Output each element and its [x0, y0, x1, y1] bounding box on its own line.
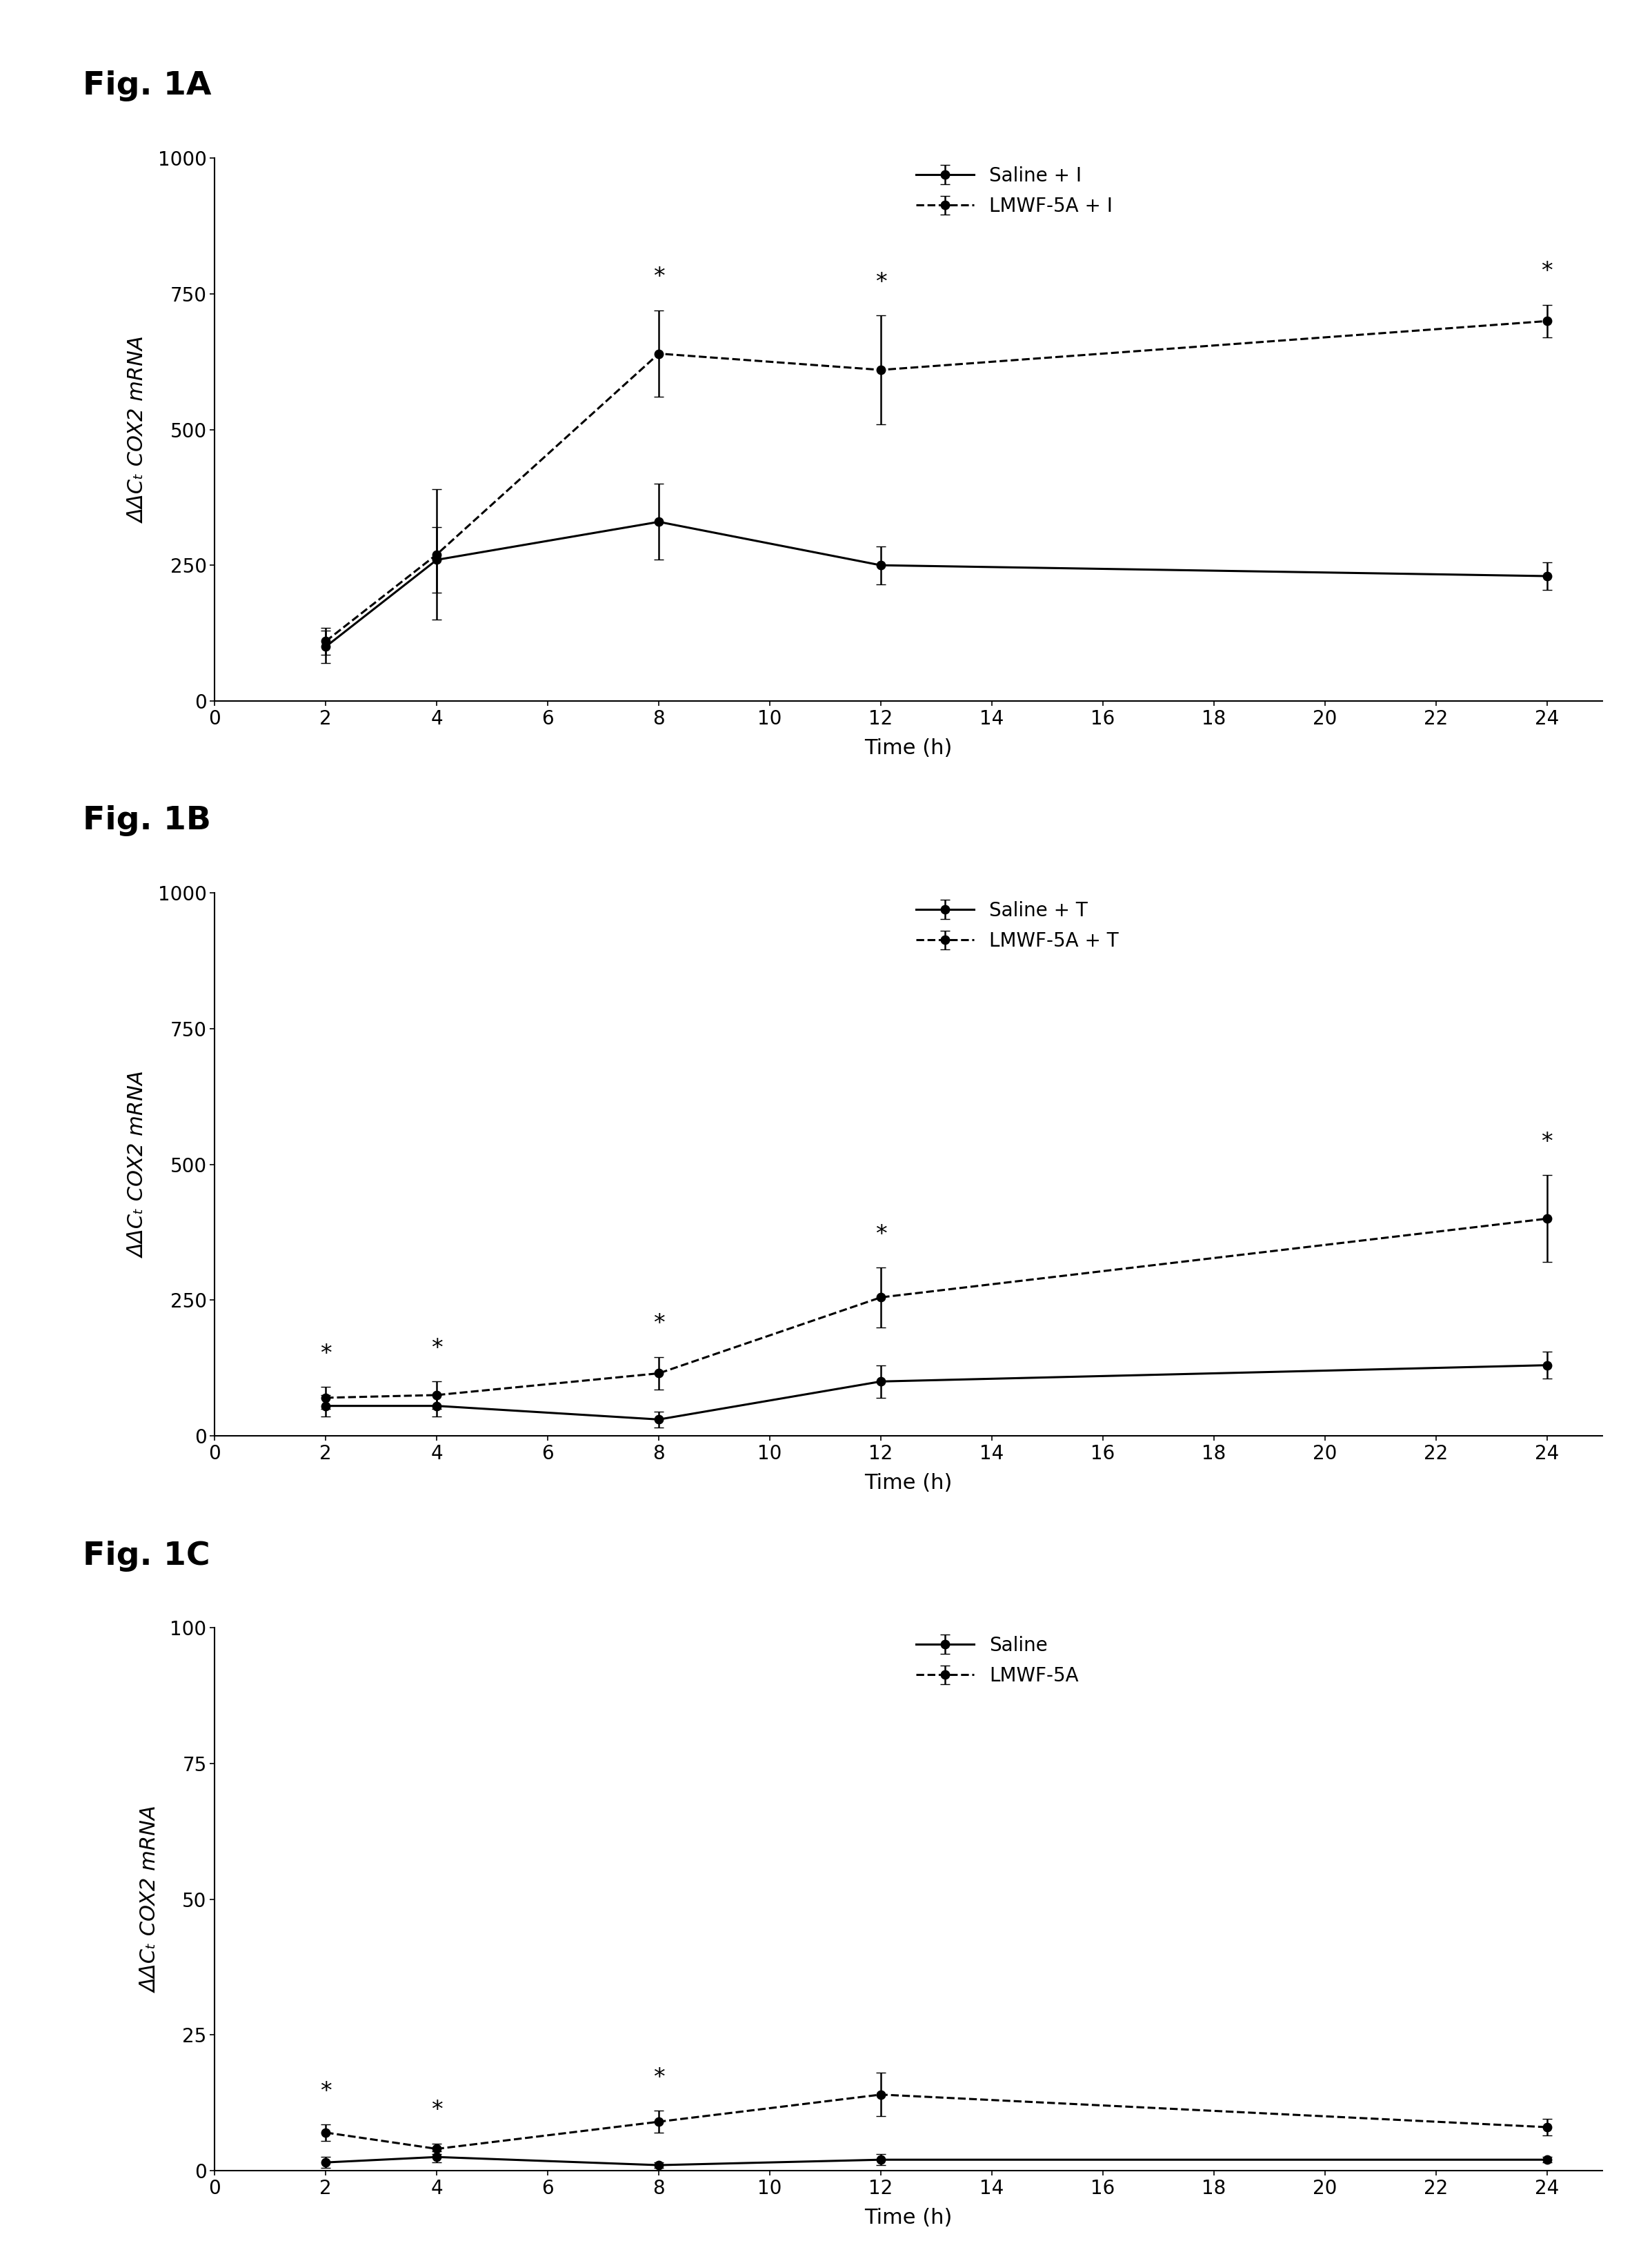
Y-axis label: ΔΔCₜ COX2 mRNA: ΔΔCₜ COX2 mRNA	[129, 337, 149, 522]
Text: *: *	[653, 267, 664, 289]
Text: *: *	[431, 2098, 443, 2121]
Text: *: *	[320, 1343, 332, 1366]
Legend: Saline, LMWF-5A: Saline, LMWF-5A	[909, 1628, 1085, 1693]
Text: *: *	[431, 1336, 443, 1359]
Text: *: *	[876, 271, 887, 294]
Text: *: *	[653, 1314, 664, 1336]
Y-axis label: ΔΔCₜ COX2 mRNA: ΔΔCₜ COX2 mRNA	[140, 1807, 160, 1992]
Text: *: *	[653, 2067, 664, 2089]
Y-axis label: ΔΔCₜ COX2 mRNA: ΔΔCₜ COX2 mRNA	[129, 1072, 149, 1257]
Text: *: *	[1541, 260, 1553, 283]
Text: *: *	[876, 1223, 887, 1246]
Text: *: *	[1541, 1130, 1553, 1153]
Text: *: *	[320, 2080, 332, 2103]
X-axis label: Time (h): Time (h)	[864, 1472, 953, 1492]
X-axis label: Time (h): Time (h)	[864, 2207, 953, 2227]
Text: Fig. 1A: Fig. 1A	[83, 70, 211, 102]
Text: Fig. 1B: Fig. 1B	[83, 805, 211, 837]
X-axis label: Time (h): Time (h)	[864, 737, 953, 757]
Text: Fig. 1C: Fig. 1C	[83, 1540, 210, 1571]
Legend: Saline + T, LMWF-5A + T: Saline + T, LMWF-5A + T	[909, 893, 1127, 959]
Legend: Saline + I, LMWF-5A + I: Saline + I, LMWF-5A + I	[909, 158, 1120, 224]
